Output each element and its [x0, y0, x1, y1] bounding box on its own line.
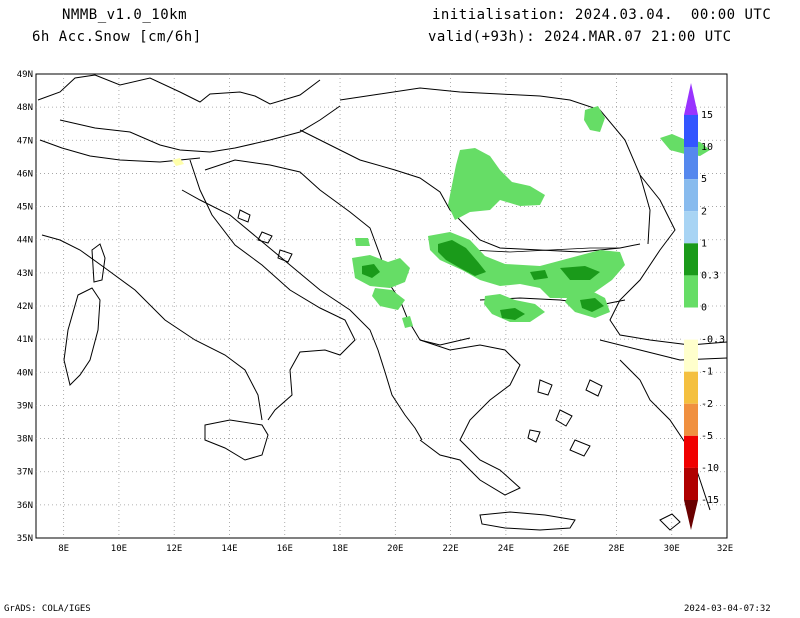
- colorbar-segment: [684, 467, 698, 500]
- lon-label: 20E: [387, 544, 403, 554]
- colorbar-label: 10: [701, 142, 713, 153]
- lat-label: 42N: [17, 302, 33, 312]
- colorbar-segment: [684, 275, 698, 308]
- colorbar-label: -2: [701, 399, 713, 410]
- lat-label: 48N: [17, 103, 33, 113]
- colorbar-label: 0.3: [701, 270, 719, 281]
- colorbar-label: 2: [701, 206, 707, 217]
- colorbar-segment: [684, 371, 698, 404]
- lon-label: 28E: [608, 544, 624, 554]
- lon-label: 8E: [58, 544, 69, 554]
- colorbar-label: -1: [701, 367, 713, 378]
- colorbar-segment: [684, 179, 698, 212]
- lat-label: 47N: [17, 136, 33, 146]
- colorbar-segment: [684, 435, 698, 468]
- lat-label: 35N: [17, 534, 33, 544]
- lat-label: 38N: [17, 435, 33, 445]
- longitude-labels: 8E 10E 12E 14E 16E 18E 20E 22E 24E 26E 28E 30E 32E: [58, 544, 733, 554]
- lon-label: 10E: [111, 544, 127, 554]
- lat-label: 40N: [17, 368, 33, 378]
- lat-label: 44N: [17, 236, 33, 246]
- colorbar-label: -5: [701, 431, 713, 442]
- colorbar-segment: [684, 147, 698, 180]
- colorbar-top-arrow: [684, 83, 698, 115]
- snow-area-medium: [438, 240, 486, 276]
- snow-accumulation: [172, 106, 710, 328]
- lon-label: 18E: [332, 544, 348, 554]
- colorbar-label: -0.3: [701, 335, 725, 346]
- latitude-labels: 49N 48N 47N 46N 45N 44N 43N 42N 41N 40N 39N 38N 37N 3…: [17, 70, 33, 544]
- snow-area-romania: [448, 148, 545, 220]
- lat-label: 46N: [17, 169, 33, 179]
- initialisation-time: initialisation: 2024.03.04. 00:00 UTC: [432, 7, 772, 23]
- colorbar: 15 10 5 2 1 0.3 0 -0.3 -1 -2 -5 -10 -15: [684, 83, 725, 530]
- lon-label: 16E: [277, 544, 293, 554]
- colorbar-segment: [684, 115, 698, 148]
- lat-label: 45N: [17, 203, 33, 213]
- colorbar-label: 15: [701, 110, 713, 121]
- colorbar-segment: [684, 403, 698, 436]
- snow-area-balkans: [428, 232, 625, 298]
- colorbar-label: -15: [701, 495, 719, 506]
- coastlines-borders: [37, 74, 728, 531]
- colorbar-label: -10: [701, 463, 719, 474]
- colorbar-segment: [684, 307, 698, 340]
- lon-label: 12E: [166, 544, 182, 554]
- lon-label: 14E: [221, 544, 237, 554]
- lat-label: 49N: [17, 70, 33, 80]
- lon-label: 30E: [664, 544, 680, 554]
- colorbar-segment: [684, 211, 698, 244]
- lat-label: 36N: [17, 501, 33, 511]
- colorbar-segment: [684, 243, 698, 276]
- colorbar-segment: [684, 339, 698, 372]
- render-timestamp: 2024-03-04-07:32: [684, 604, 771, 614]
- lat-label: 39N: [17, 401, 33, 411]
- colorbar-label: 5: [701, 174, 707, 185]
- colorbar-label: 1: [701, 238, 707, 249]
- colorbar-bottom-arrow: [684, 500, 698, 530]
- lon-label: 26E: [553, 544, 569, 554]
- lat-label: 43N: [17, 269, 33, 279]
- colorbar-label: 0: [701, 303, 707, 314]
- field-title: 6h Acc.Snow [cm/6h]: [32, 29, 202, 45]
- valid-time: valid(+93h): 2024.MAR.07 21:00 UTC: [428, 29, 732, 45]
- snow-area-montenegro: [352, 255, 410, 288]
- grads-credit: GrADS: COLA/IGES: [4, 604, 91, 614]
- lat-label: 41N: [17, 335, 33, 345]
- lon-label: 24E: [498, 544, 514, 554]
- model-title: NMMB_v1.0_10km: [62, 7, 188, 23]
- lon-label: 32E: [717, 544, 733, 554]
- lon-label: 22E: [442, 544, 458, 554]
- lat-label: 37N: [17, 468, 33, 478]
